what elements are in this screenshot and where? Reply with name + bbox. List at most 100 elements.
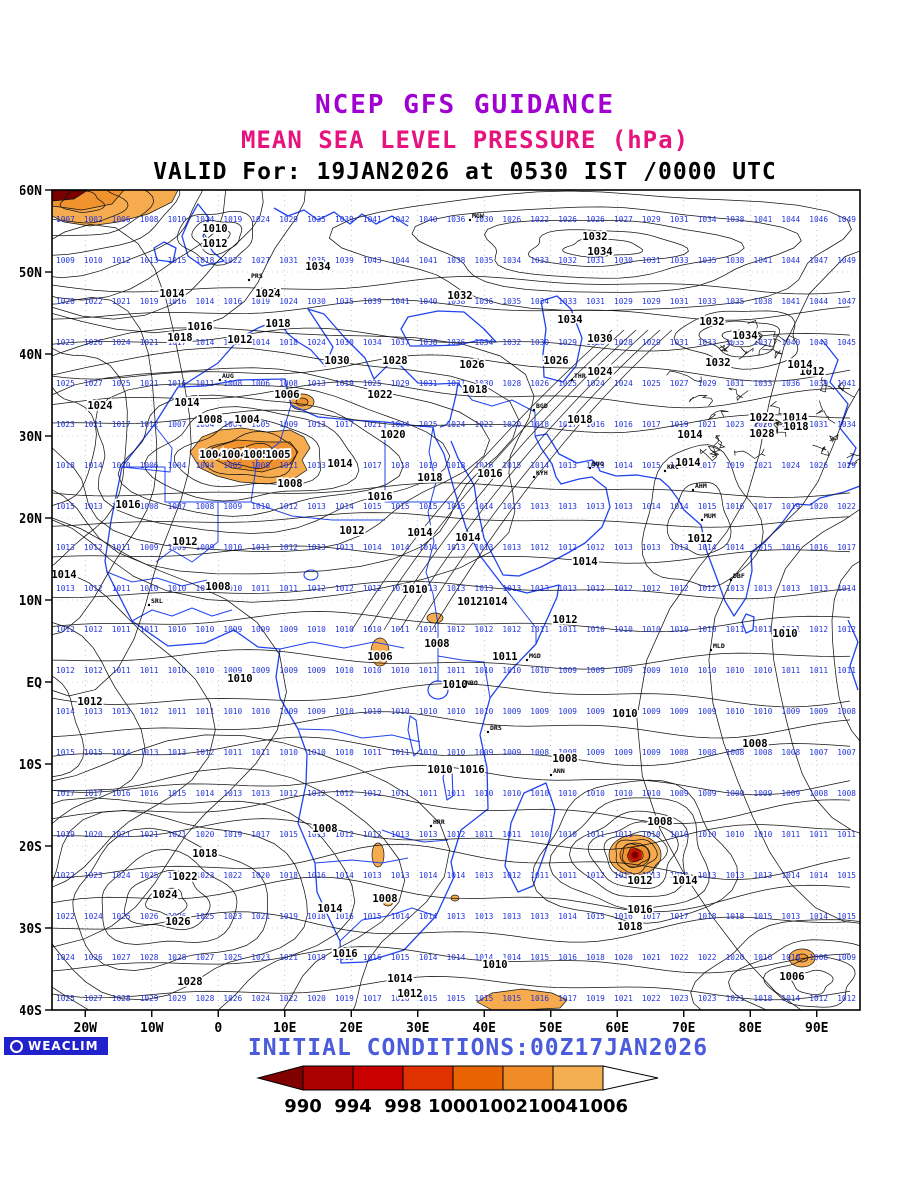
isobar: [52, 190, 227, 301]
contour-label: 1028: [749, 428, 774, 440]
terrain-contour: [688, 395, 714, 407]
contour-label: 1011: [492, 651, 517, 663]
coastline: [504, 782, 556, 893]
gridpoint-value: 1019: [781, 502, 800, 511]
isobar: [52, 190, 203, 279]
contour-label: 1020: [380, 429, 405, 441]
gridpoint-value: 1044: [391, 256, 410, 265]
gridpoint-value: 1041: [363, 215, 382, 224]
gridpoint-value: 1009: [279, 420, 298, 429]
gridpoint-value: 1034: [363, 338, 382, 347]
contour-label: 1018: [617, 921, 642, 933]
gridpoint-value: 1014: [419, 912, 438, 921]
gridpoint-value: 1013: [558, 461, 577, 470]
gridpoint-value: 1032: [558, 256, 577, 265]
gridpoint-value: 1013: [642, 543, 661, 552]
isobar: [569, 810, 689, 897]
gridpoint-value: 1014: [837, 584, 856, 593]
terrain-contour: [837, 382, 856, 398]
gridpoint-value: 1013: [642, 871, 661, 880]
gridpoint-value: 1028: [614, 338, 633, 347]
gridpoint-value: 1029: [642, 215, 661, 224]
map-border: [51, 189, 861, 1011]
colorbar-tick: 1000: [428, 1096, 478, 1117]
gridpoint-value: 1010: [781, 953, 800, 962]
station-dot: [588, 466, 592, 470]
gridpoint-value: 1012: [140, 420, 159, 429]
gridpoint-value: 1024: [614, 379, 633, 388]
isobar: [52, 791, 851, 824]
isobar: [52, 580, 851, 600]
gridpoint-value: 1013: [475, 912, 494, 921]
station-code: ANN: [553, 767, 565, 775]
gridpoint-value: 1012: [56, 666, 75, 675]
isobar: [527, 229, 689, 267]
gridpoint-value: 1008: [754, 748, 773, 757]
gridpoint-value: 1010: [335, 707, 354, 716]
isobar: [328, 190, 852, 311]
contour-label: 1012: [397, 988, 422, 1000]
contour-label: 1008: [197, 414, 222, 426]
gridpoint-value: 1013: [781, 584, 800, 593]
contour-label: 1008: [742, 738, 767, 750]
gridpoint-value: 1011: [475, 830, 494, 839]
isobar: [636, 250, 860, 1010]
gridpoint-value: 1013: [56, 584, 75, 593]
gridpoint-value: 1021: [112, 297, 131, 306]
gridpoint-value: 1011: [112, 584, 131, 593]
gridpoint-value: 1024: [84, 912, 103, 921]
gridpoint-value: 1010: [112, 502, 131, 511]
gridpoint-value: 1015: [475, 994, 494, 1003]
gridpoint-value: 1014: [391, 912, 410, 921]
gridpoint-value: 1004: [196, 420, 215, 429]
isobar: [690, 919, 860, 1010]
gridpoint-value: 1009: [614, 666, 633, 675]
gridpoint-value: 1012: [84, 666, 103, 675]
colorbar-segment: [402, 1065, 454, 1091]
coastline: [339, 907, 437, 942]
gridpoint-value: 1011: [140, 666, 159, 675]
gridpoint-value: 1011: [419, 666, 438, 675]
gridpoint-value: 1014: [614, 461, 633, 470]
lat-tick-label: 20N: [20, 512, 42, 527]
lon-tick-label: 50E: [539, 1021, 562, 1036]
chart-subtitle: MEAN SEA LEVEL PRESSURE (hPa): [240, 126, 690, 154]
gridpoint-value: 1011: [419, 625, 438, 634]
gridpoint-value: 1018: [726, 912, 745, 921]
gridpoint-value: 1025: [223, 953, 242, 962]
contour-label: 1012: [687, 533, 712, 545]
gridpoint-value: 1012: [809, 625, 828, 634]
gridpoint-value: 1011: [251, 584, 270, 593]
contour-label: 1014: [482, 596, 507, 608]
gridpoint-value: 1009: [279, 666, 298, 675]
terrain-contour: [712, 435, 726, 449]
pressure-fill: [476, 988, 568, 1010]
coastline: [741, 613, 755, 634]
terrain-contour: [666, 370, 702, 383]
gridpoint-value: 1013: [419, 830, 438, 839]
gridpoint-value: 1023: [726, 420, 745, 429]
gridpoint-value: 1012: [112, 256, 131, 265]
weaclim-globe-icon: [10, 1039, 23, 1053]
gridpoint-value: 1018: [391, 461, 410, 470]
gridpoint-value: 1009: [530, 707, 549, 716]
gridpoint-value: 1017: [363, 994, 382, 1003]
station-code: THR: [574, 372, 586, 380]
contour-label: 1014: [787, 359, 812, 371]
contour-label: 1014: [572, 556, 597, 568]
coastline: [407, 715, 421, 757]
gridpoint-value: 1009: [223, 502, 242, 511]
gridpoint-value: 1014: [447, 871, 466, 880]
gridpoint-value: 1017: [56, 789, 75, 798]
gridpoint-value: 1011: [754, 625, 773, 634]
gridpoint-value: 1021: [698, 420, 717, 429]
isobar: [52, 734, 451, 1010]
contour-label: 1012: [77, 696, 102, 708]
station-code: AHM: [695, 482, 707, 490]
gridpoint-value: 1012: [279, 789, 298, 798]
gridpoint-value: 1017: [112, 420, 131, 429]
gridpoint-value: 1013: [223, 789, 242, 798]
gridpoint-value: 1041: [781, 297, 800, 306]
gridpoint-value: 1017: [84, 789, 103, 798]
gridpoint-value: 1010: [307, 748, 326, 757]
